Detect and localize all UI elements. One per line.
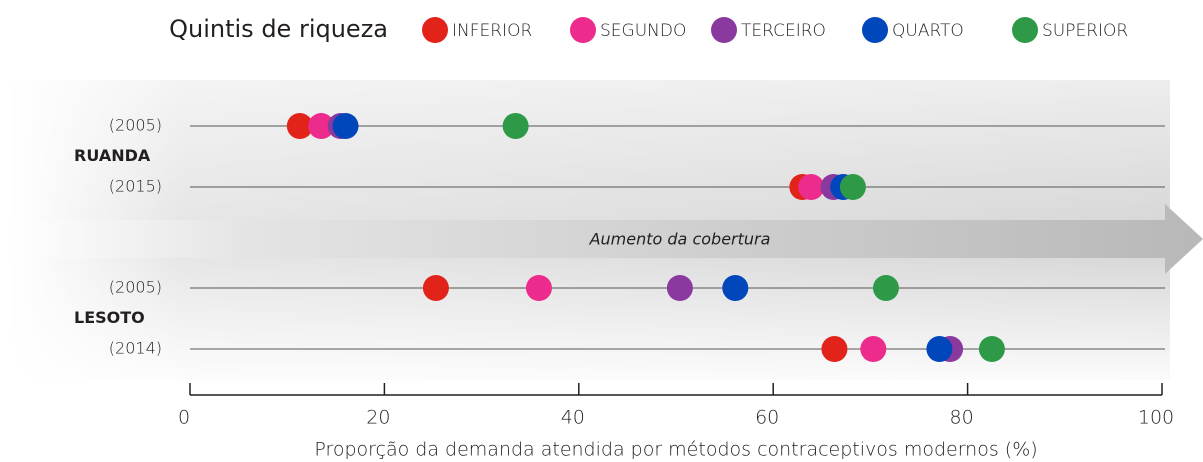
legend-label: SEGUNDO	[600, 21, 686, 41]
x-tick-label: 20	[366, 407, 390, 429]
x-tick-label: 0	[178, 407, 190, 429]
legend-swatch	[711, 17, 737, 43]
dot	[332, 113, 359, 139]
dot	[860, 336, 887, 362]
dot	[502, 113, 529, 139]
dot	[666, 275, 693, 301]
x-tick-label: 80	[950, 407, 974, 429]
legend-label: SUPERIOR	[1042, 21, 1128, 41]
row-label: (2005)	[109, 278, 162, 297]
group-label: RUANDA	[74, 146, 151, 165]
legend-swatch	[422, 17, 448, 43]
x-tick-label: 100	[1138, 407, 1174, 429]
annotation: Aumento da cobertura	[589, 230, 771, 249]
dot	[926, 336, 953, 362]
row-label: (2014)	[109, 339, 162, 358]
dot	[978, 336, 1005, 362]
band-bottom-shade	[10, 258, 1170, 380]
dot	[722, 275, 749, 301]
dot	[821, 336, 848, 362]
legend-swatch	[1012, 17, 1038, 43]
legend-swatch	[570, 17, 596, 43]
x-axis-label: Proporção da demanda atendida por método…	[314, 439, 1037, 461]
row-label: (2015)	[109, 177, 162, 196]
legend-label: TERCEIRO	[741, 21, 826, 41]
band-top-shade	[10, 80, 1170, 220]
x-tick-label: 40	[561, 407, 585, 429]
dot	[286, 113, 313, 139]
dot	[872, 275, 899, 301]
group-label: LESOTO	[74, 308, 145, 327]
dot	[308, 113, 335, 139]
coverage-arrow	[10, 204, 1203, 274]
legend-title: Quintis de riqueza	[169, 15, 388, 43]
legend-label: INFERIOR	[452, 21, 532, 41]
dot	[798, 174, 825, 200]
x-tick-label: 60	[755, 407, 779, 429]
row-label: (2005)	[109, 116, 162, 135]
legend-swatch	[862, 17, 888, 43]
dot	[422, 275, 449, 301]
dot	[839, 174, 866, 200]
legend-label: QUARTO	[892, 21, 964, 41]
dot	[525, 275, 552, 301]
